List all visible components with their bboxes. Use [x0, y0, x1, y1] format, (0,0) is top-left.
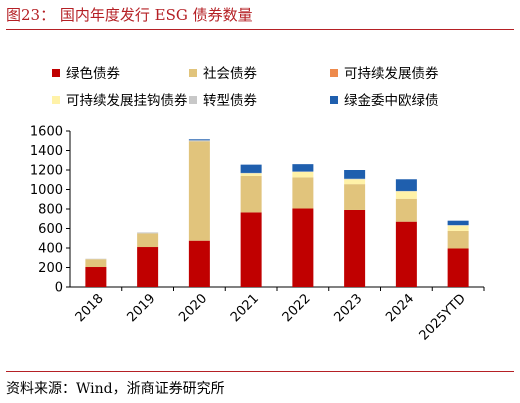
legend-label: 转型债券 — [203, 93, 257, 109]
bar-segment-2023-series-4 — [344, 178, 366, 180]
legend-swatch — [52, 69, 60, 77]
bar-segment-2024-series-5 — [395, 179, 417, 191]
legend-label: 可持续发展债券 — [344, 66, 439, 82]
bar-segment-2020-series-4 — [188, 140, 210, 142]
bar-segment-2023-series-0 — [344, 209, 366, 287]
bar-segment-2022-series-0 — [292, 208, 314, 287]
source-note: 资料来源：Wind，浙商证券研究所 — [6, 381, 225, 397]
legend-label: 可持续发展挂钩债券 — [66, 93, 188, 109]
bar-segment-2024-series-1 — [395, 198, 417, 222]
bar-segment-2021-series-4 — [240, 172, 262, 174]
legend-swatch — [52, 96, 60, 104]
bar-segment-2019-series-4 — [137, 232, 159, 234]
bar-segment-2023-series-1 — [344, 184, 366, 210]
bar-segment-2025YTD-series-4 — [447, 225, 469, 226]
y-tick-label: 1600 — [30, 125, 63, 140]
y-tick-label: 800 — [38, 203, 63, 218]
y-tick-label: 1400 — [30, 144, 63, 159]
bar-segment-2022-series-3 — [292, 171, 314, 178]
x-tick-label: 2023 — [331, 291, 365, 325]
legend-item-sustainability-bonds: 可持续发展债券 — [330, 62, 439, 82]
bar-segment-2024-series-3 — [395, 191, 417, 199]
bar-segment-2023-series-3 — [344, 179, 366, 185]
y-tick-label: 200 — [38, 261, 63, 276]
y-tick-label: 400 — [38, 242, 63, 257]
bar-segment-2024-series-0 — [395, 221, 417, 287]
bar-segment-2019-series-1 — [137, 233, 159, 248]
bar-segment-2022-series-4 — [292, 171, 314, 172]
x-tick-label: 2022 — [280, 291, 314, 325]
x-tick-label: 2020 — [176, 291, 210, 325]
legend-item-transition-bonds: 转型债券 — [189, 89, 257, 109]
bar-segment-2022-series-1 — [292, 177, 314, 209]
bar-segment-2018-series-0 — [85, 267, 107, 287]
bar-segment-2020-series-1 — [188, 141, 210, 241]
bar-segment-2020-series-5 — [188, 139, 210, 141]
bar-segment-2023-series-5 — [344, 170, 366, 179]
bar-segment-2022-series-5 — [292, 164, 314, 172]
figure-title: 图23： 国内年度发行 ESG 债券数量 — [6, 6, 253, 24]
y-tick-label: 0 — [55, 281, 63, 296]
y-tick-label: 1000 — [30, 183, 63, 198]
y-tick-label: 1200 — [30, 164, 63, 179]
bar-segment-2024-series-4 — [395, 190, 417, 192]
x-tick-label: 2024 — [383, 291, 417, 325]
legend-item-cgt-green-bonds: 绿金委中欧绿债 — [330, 89, 439, 109]
bar-segment-2021-series-0 — [240, 212, 262, 287]
x-tick-label: 2021 — [228, 291, 262, 325]
bar-segment-2018-series-1 — [85, 259, 107, 268]
legend-item-sustainability-linked-bonds: 可持续发展挂钩债券 — [52, 89, 188, 109]
bar-segment-2021-series-5 — [240, 164, 262, 173]
bar-segment-2019-series-0 — [137, 247, 159, 287]
legend-label: 社会债券 — [203, 66, 257, 82]
bar-segment-2025YTD-series-0 — [447, 248, 469, 287]
legend-item-social-bonds: 社会债券 — [189, 62, 257, 82]
y-tick-label: 600 — [38, 222, 63, 237]
title-divider — [6, 29, 514, 30]
bar-segment-2020-series-0 — [188, 240, 210, 287]
bar-segment-2025YTD-series-1 — [447, 230, 469, 249]
legend-swatch — [330, 69, 338, 77]
source-divider — [6, 371, 514, 372]
x-tick-label: 2019 — [124, 291, 158, 325]
legend-label: 绿金委中欧绿债 — [344, 93, 439, 109]
x-tick-label: 2025YTD — [417, 291, 469, 343]
bar-segment-2021-series-1 — [240, 175, 262, 213]
legend-label: 绿色债券 — [66, 66, 120, 82]
bar-segment-2025YTD-series-3 — [447, 225, 469, 231]
bar-segment-2021-series-3 — [240, 173, 262, 176]
bar-segment-2025YTD-series-5 — [447, 220, 469, 226]
legend-swatch — [189, 69, 197, 77]
x-tick-label: 2018 — [73, 291, 107, 325]
legend-swatch — [330, 96, 338, 104]
bar-segment-2018-series-4 — [85, 258, 107, 260]
legend-item-green-bonds: 绿色债券 — [52, 62, 120, 82]
legend-swatch — [189, 96, 197, 104]
